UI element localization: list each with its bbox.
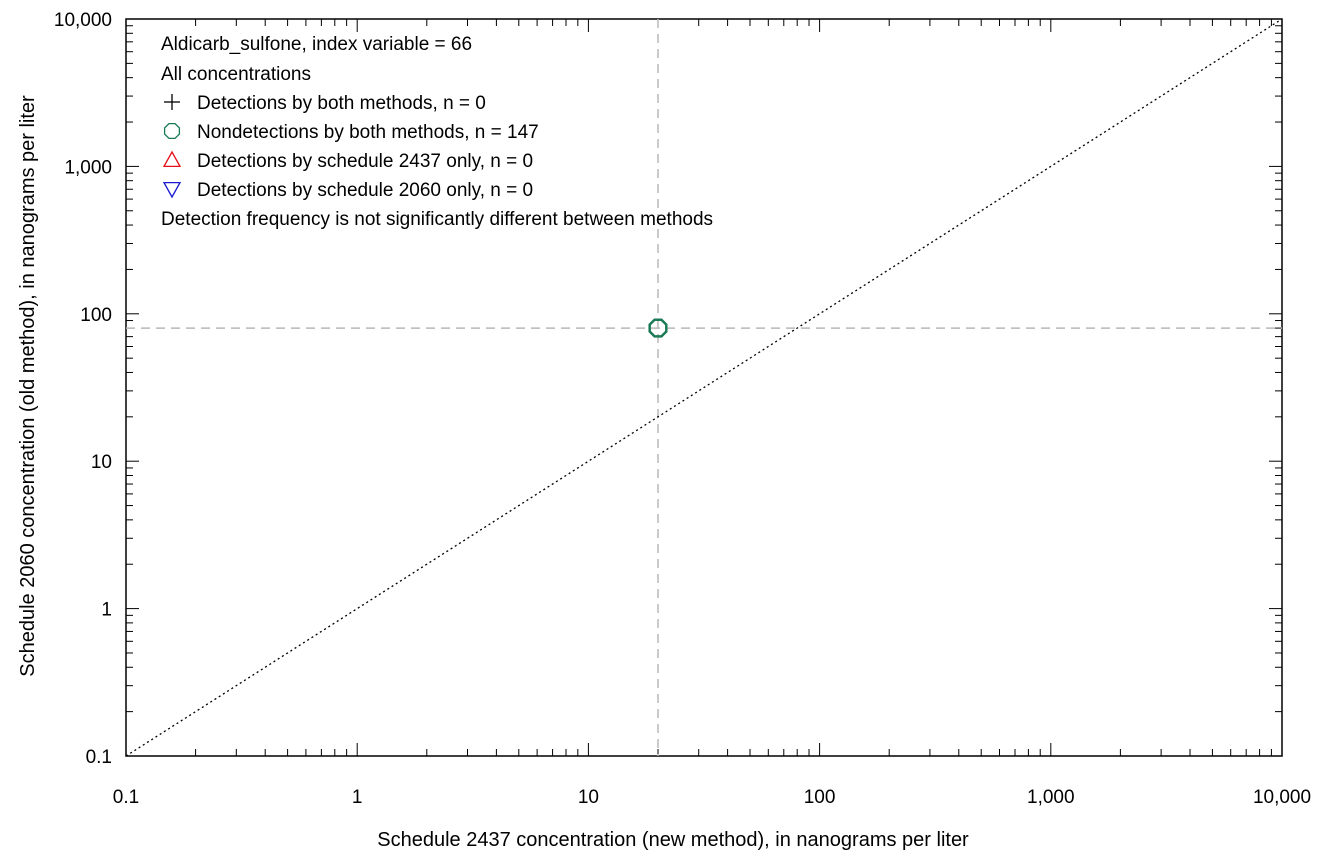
x-tick-label: 10 — [578, 787, 599, 808]
axis-ticks — [125, 18, 1283, 757]
triangle-down-icon — [162, 181, 182, 199]
plus-icon — [164, 94, 180, 110]
legend-symbols — [162, 94, 182, 199]
x-tick-label: 1 — [352, 787, 363, 808]
octagon-icon — [163, 122, 181, 140]
x-axis-title: Schedule 2437 concentration (new method)… — [377, 829, 969, 851]
y-axis-title: Schedule 2060 concentration (old method)… — [17, 95, 39, 677]
y-tick-label: 1 — [101, 600, 112, 621]
triangle-up-icon — [162, 150, 182, 168]
one-to-one-line — [125, 18, 1283, 757]
legend: Aldicarb_sulfone, index variable = 66 Al… — [161, 34, 713, 230]
x-tick-label: 10,000 — [1253, 787, 1311, 808]
legend-entry-detections-both: Detections by both methods, n = 0 — [197, 93, 486, 114]
reference-lines — [125, 18, 1283, 757]
data-points — [648, 318, 668, 338]
x-tick-label: 0.1 — [113, 787, 139, 808]
y-tick-label: 100 — [80, 305, 112, 326]
y-tick-label: 0.1 — [86, 747, 112, 768]
data-point — [648, 318, 668, 338]
y-tick-label: 10,000 — [54, 10, 112, 31]
y-tick-label: 10 — [91, 452, 112, 473]
legend-entry-detections-2437: Detections by schedule 2437 only, n = 0 — [197, 151, 533, 172]
x-tick-label: 1,000 — [1027, 787, 1075, 808]
legend-entry-detections-2060: Detections by schedule 2060 only, n = 0 — [197, 180, 533, 201]
legend-entry-nondetections-both: Nondetections by both methods, n = 147 — [197, 122, 539, 143]
chart-title-line-2: All concentrations — [161, 64, 311, 85]
chart-title-line-1: Aldicarb_sulfone, index variable = 66 — [161, 34, 472, 55]
tick-labels: 0.1 1 10 100 1,000 10,000 0.1 1 10 100 1,000 10,000 — [54, 10, 1311, 808]
plot-frame — [125, 18, 1283, 757]
significance-note: Detection frequency is not significantly… — [161, 209, 713, 230]
x-tick-label: 100 — [804, 787, 836, 808]
y-tick-label: 1,000 — [64, 157, 112, 178]
